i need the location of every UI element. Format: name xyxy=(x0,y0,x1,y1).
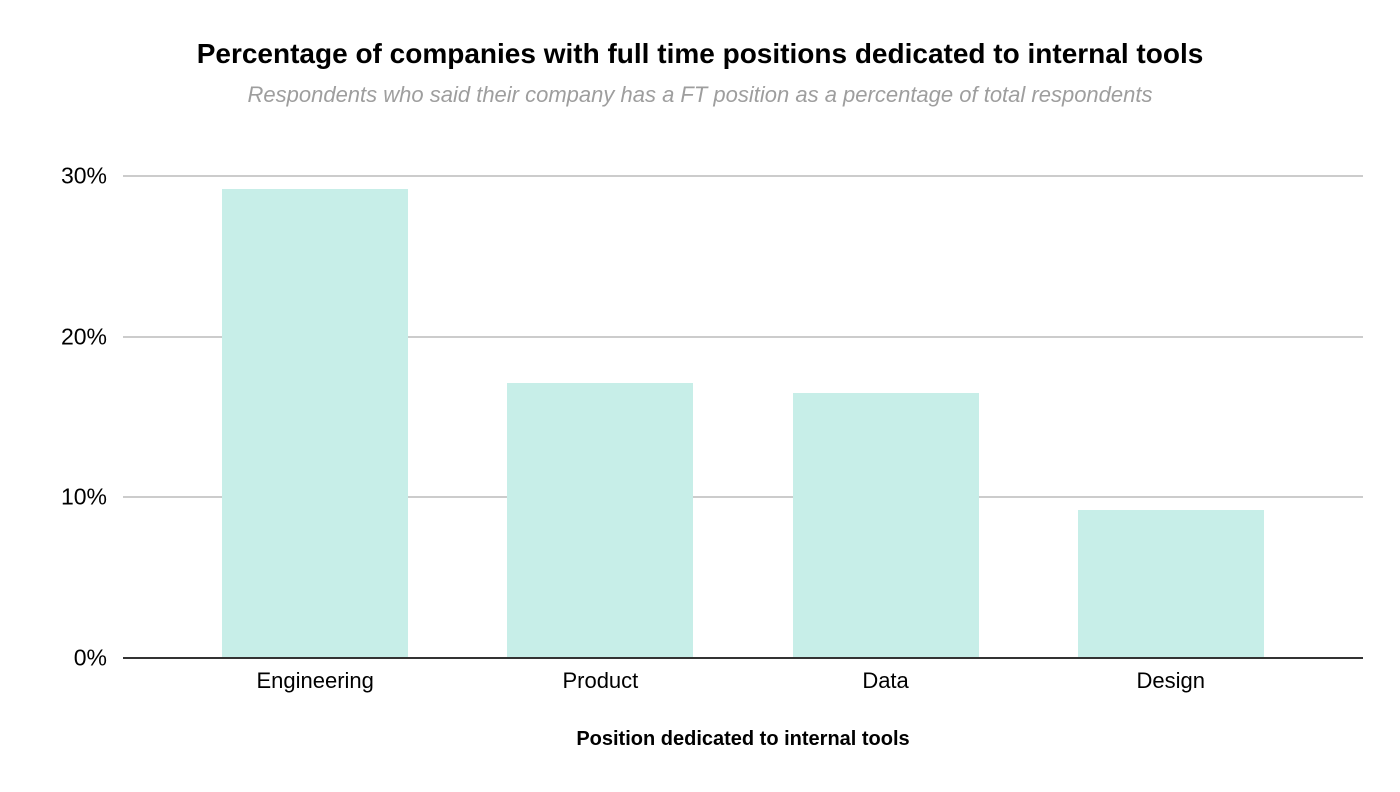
bars-group xyxy=(123,176,1363,658)
y-tick-label-0: 0% xyxy=(73,644,107,671)
category-label-product: Product xyxy=(562,668,639,693)
x-axis-title: Position dedicated to internal tools xyxy=(576,728,910,750)
plot-area: 30% 20% 10% 0% xyxy=(61,163,1363,671)
gridline-10pct xyxy=(123,496,1363,498)
y-tick-label-30: 30% xyxy=(60,162,107,189)
category-labels: Engineering Product Data Design xyxy=(123,668,1363,694)
chart-subtitle: Respondents who said their company has a… xyxy=(247,82,1153,107)
chart-title: Percentage of companies with full time p… xyxy=(196,38,1204,69)
category-label-engineering: Engineering xyxy=(256,668,374,693)
bar-engineering xyxy=(222,188,409,658)
category-label-data: Data xyxy=(862,668,909,693)
y-tick-label-20: 20% xyxy=(60,323,107,350)
bar-design xyxy=(1077,510,1264,658)
y-tick-label-10: 10% xyxy=(60,483,107,510)
gridline-20pct xyxy=(123,336,1363,338)
x-axis-line xyxy=(123,657,1363,659)
bar-data xyxy=(792,392,979,658)
gridline-30pct xyxy=(123,175,1363,177)
category-label-design: Design xyxy=(1136,668,1205,693)
bar-product xyxy=(507,383,694,658)
